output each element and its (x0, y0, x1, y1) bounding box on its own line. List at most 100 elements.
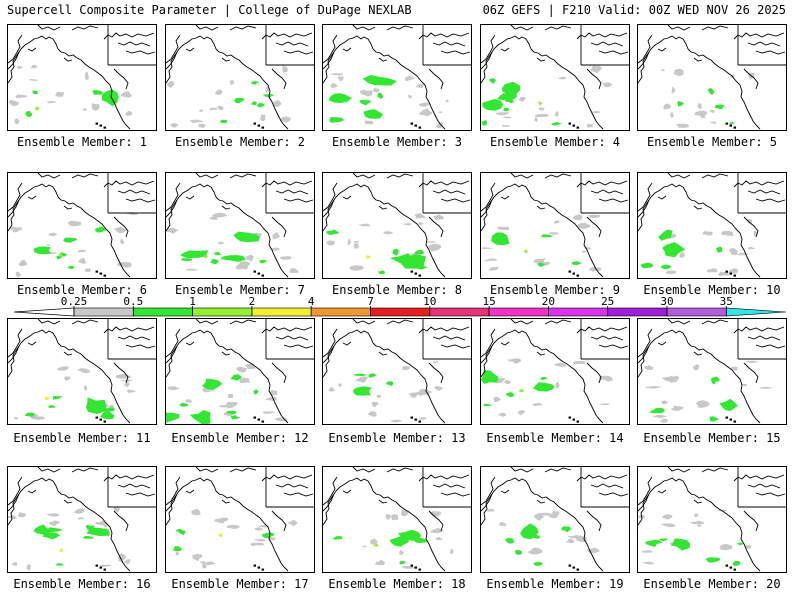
coastline (418, 474, 470, 482)
scp-area-green (33, 246, 51, 255)
ensemble-member-label: Ensemble Member: 18 (328, 577, 466, 591)
scp-area-low (758, 386, 774, 389)
scp-area-green (180, 402, 189, 407)
coastline (432, 483, 466, 489)
coastline (221, 57, 231, 62)
scp-area-green (362, 75, 397, 86)
scp-area-low (645, 386, 662, 389)
scp-area-low (77, 249, 87, 253)
scp-area-low (64, 376, 71, 381)
scp-area-low (660, 69, 665, 72)
scp-area-low (250, 542, 265, 546)
coastline (229, 319, 257, 325)
island (253, 270, 257, 273)
scp-area-low (326, 240, 336, 246)
coastline (500, 195, 510, 200)
coastline (693, 57, 703, 62)
colorbar-segment (548, 307, 609, 317)
coastline (215, 48, 289, 130)
scp-area-low (73, 508, 86, 514)
scp-area-green (56, 256, 62, 260)
scp-area-green (24, 412, 35, 417)
scp-area-low (117, 261, 132, 268)
coastline (638, 329, 689, 378)
coastline (323, 199, 335, 218)
scp-shading (486, 508, 600, 566)
scp-area-green (661, 264, 672, 270)
pacific-map (8, 25, 156, 130)
ensemble-member-label: Ensemble Member: 4 (489, 135, 621, 149)
coastline (530, 196, 604, 278)
scp-area-low (48, 520, 60, 526)
pacific-map (638, 173, 786, 278)
scp-area-green (353, 386, 372, 396)
ensemble-panel-3 (322, 24, 472, 131)
scp-area-green (262, 532, 275, 539)
island (99, 124, 103, 127)
coastline (638, 182, 653, 212)
coastline (638, 51, 650, 70)
pacific-map (323, 25, 471, 130)
ensemble-member-label: Ensemble Member: 9 (489, 283, 621, 297)
scp-area-low (517, 410, 525, 416)
coastline (638, 493, 650, 512)
scp-area-green (219, 255, 246, 262)
coastline (57, 48, 131, 130)
scp-area-low (46, 513, 60, 517)
scp-area-green (33, 524, 51, 535)
colorbar-segment (310, 307, 371, 317)
scp-area-low (488, 266, 499, 271)
scp-area-low (98, 564, 112, 567)
coastline (372, 48, 446, 130)
island (733, 126, 737, 129)
coastline-borders (481, 467, 629, 572)
coastline (275, 335, 309, 341)
coastline (755, 50, 786, 55)
coastline (530, 342, 604, 424)
coastline (428, 68, 444, 90)
scp-area-green (189, 410, 211, 424)
coastline-borders (166, 173, 314, 278)
ensemble-panel-18 (322, 466, 472, 573)
coastline (638, 199, 650, 218)
scp-area-low (197, 123, 206, 128)
colorbar-tick-label: 10 (423, 296, 436, 308)
island (733, 568, 737, 571)
scp-area-low (359, 89, 373, 97)
scp-shading (8, 65, 133, 125)
coastline-borders (638, 25, 786, 130)
ensemble-panel-20 (637, 466, 787, 573)
scp-shading (481, 214, 602, 272)
scp-area-low (67, 220, 82, 227)
island (568, 270, 572, 273)
scp-area-low (495, 112, 510, 116)
island (95, 564, 99, 567)
ensemble-panel-13 (322, 318, 472, 425)
scp-area-low (77, 517, 85, 520)
scp-area-low (48, 251, 58, 255)
scp-area-low (576, 222, 591, 229)
scp-area-low (226, 524, 241, 529)
coastline (440, 344, 471, 349)
pacific-map (8, 173, 156, 278)
scp-area-green (658, 538, 668, 541)
island (253, 122, 257, 125)
coastline (536, 57, 546, 62)
scp-area-core (373, 543, 379, 547)
scp-area-low (45, 244, 51, 246)
coastline (667, 25, 691, 31)
scp-area-green (532, 382, 555, 392)
scp-shading (172, 508, 298, 569)
island (103, 568, 107, 571)
ensemble-panel-19 (480, 466, 630, 573)
scp-area-low (573, 361, 585, 365)
scp-area-low (435, 122, 444, 129)
coastline (117, 189, 151, 195)
island (725, 270, 729, 273)
scp-area-low (697, 102, 702, 109)
island (99, 566, 103, 569)
scp-area-green (202, 378, 223, 390)
scp-shading (660, 68, 755, 128)
scp-area-low (661, 376, 678, 383)
coastline (229, 173, 257, 179)
